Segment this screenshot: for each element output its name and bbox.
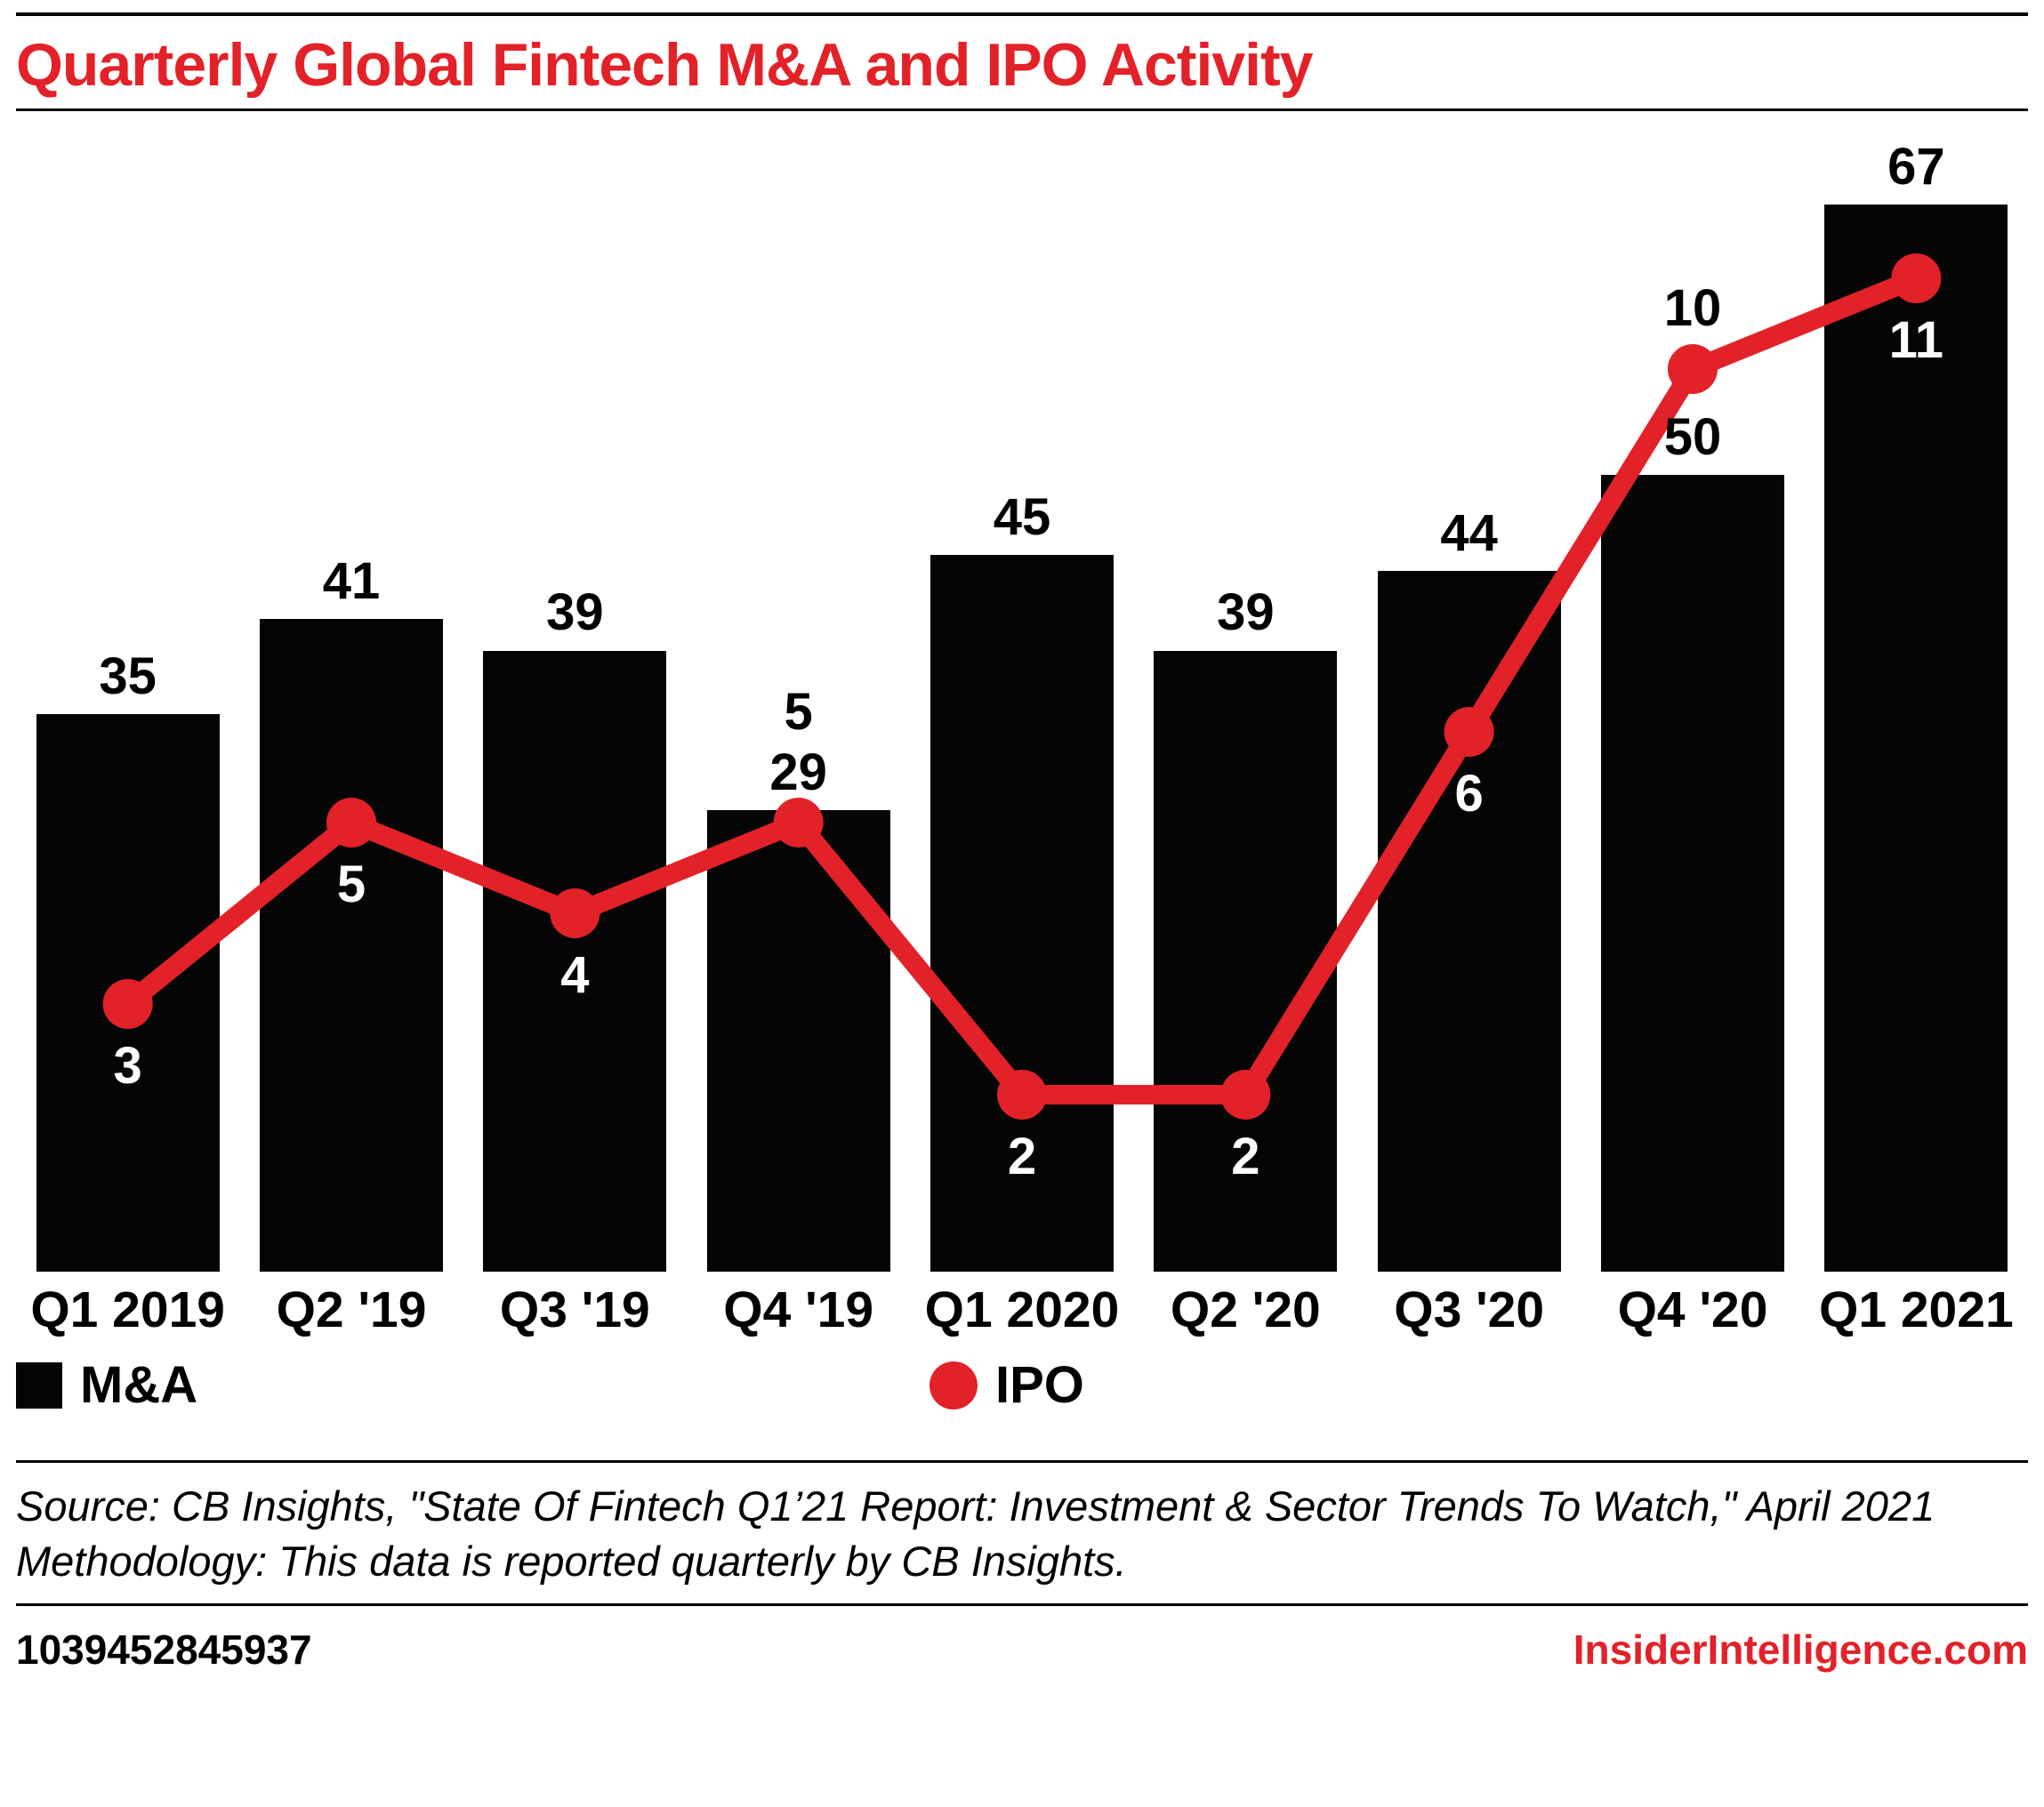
source-line: Source: CB Insights, "State Of Fintech Q…: [16, 1482, 1935, 1530]
ma-value-label: 35: [99, 647, 157, 706]
ipo-value-label: 11: [1888, 311, 1943, 369]
ipo-value-label: 10: [1663, 279, 1722, 337]
chart-id: 1039452845937: [16, 1626, 312, 1674]
ipo-value-label: 5: [336, 855, 366, 913]
legend-ipo-label: IPO: [995, 1356, 1084, 1414]
ipo-value-label: 4: [560, 946, 590, 1004]
ipo-value-label: 3: [113, 1037, 142, 1095]
methodology-line: Methodology: This data is reported quart…: [16, 1538, 1127, 1586]
x-axis-label: Q4 '19: [723, 1281, 874, 1338]
ipo-swatch-icon: [929, 1361, 978, 1409]
ma-swatch-icon: [16, 1361, 62, 1409]
ipo-value-label: 2: [1231, 1128, 1260, 1185]
x-axis-label: Q3 '20: [1394, 1281, 1545, 1338]
site-link: InsiderIntelligence.com: [1573, 1626, 2028, 1674]
x-axis-label: Q4 '20: [1617, 1281, 1768, 1338]
x-axis-label: Q2 '20: [1170, 1281, 1321, 1338]
x-axis: Q1 2019 Q2 '19 Q3 '19 Q4 '19 Q1 2020 Q2 '20 Q3…: [0, 1277, 2044, 1348]
footer: 1039452845937 InsiderIntelligence.com: [16, 1626, 2028, 1674]
ma-bar: [1377, 570, 1561, 1272]
x-axis-label: Q2 '19: [276, 1281, 427, 1338]
legend-item-ma: M&A: [16, 1355, 197, 1415]
ipo-value-label: 5: [784, 682, 813, 741]
ma-value-label: 39: [1217, 583, 1275, 642]
x-axis-label: Q1 2019: [30, 1281, 225, 1338]
source-top-rule: [16, 1460, 2028, 1463]
source-note: Source: CB Insights, "State Of Fintech Q…: [16, 1479, 2028, 1589]
top-rule: [16, 12, 2028, 16]
ma-bar: [36, 714, 220, 1272]
legend-ma-label: M&A: [80, 1356, 198, 1414]
ma-value-label: 29: [769, 743, 827, 801]
x-axis-label: Q1 2020: [924, 1281, 1120, 1338]
ma-value-label: 45: [993, 488, 1051, 547]
ma-value-label: 50: [1663, 408, 1722, 467]
legend-item-ipo: IPO: [929, 1355, 1084, 1415]
ma-value-label: 39: [546, 583, 604, 642]
ma-value-label: 41: [322, 551, 381, 610]
ma-bar: [1601, 475, 1784, 1272]
ma-value-label: 67: [1887, 138, 1945, 196]
x-axis-label: Q3 '19: [499, 1281, 650, 1338]
ipo-value-label: 2: [1007, 1128, 1037, 1185]
footer-rule: [16, 1603, 2028, 1607]
plot-area: 35 3 41 5 39 4 29 5 45 2 39 2 44 6 50 10 67 11: [0, 129, 2044, 1272]
ma-bar: [706, 809, 890, 1272]
ipo-value-label: 6: [1454, 765, 1484, 823]
x-axis-label: Q1 2021: [1818, 1281, 2014, 1338]
ma-bar: [260, 618, 443, 1272]
ma-value-label: 44: [1440, 503, 1498, 562]
legend: M&A IPO: [0, 1355, 2044, 1423]
chart-title: Quarterly Global Fintech M&A and IPO Act…: [16, 31, 1314, 99]
title-divider-rule: [16, 108, 2028, 111]
